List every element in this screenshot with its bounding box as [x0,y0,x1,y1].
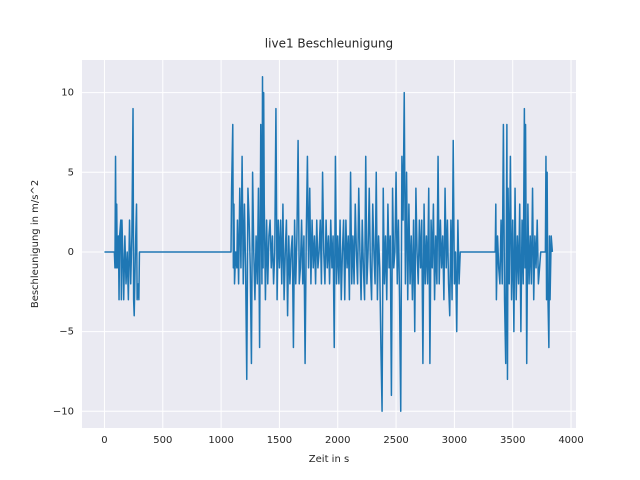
y-tick-label: −5 [59,327,74,338]
x-tick-label: 4000 [558,435,583,446]
y-tick-label: 0 [68,247,74,258]
x-tick-label: 2500 [383,435,408,446]
x-tick-label: 1500 [267,435,292,446]
y-axis-label: Beschleunigung in m/s^2 [30,180,41,308]
y-tick-label: 10 [61,88,74,99]
x-tick-label: 0 [101,435,107,446]
x-tick-label: 500 [153,435,172,446]
x-tick-label: 3500 [500,435,525,446]
chart-title: live1 Beschleunigung [265,37,393,51]
y-tick-label: −10 [53,406,74,417]
y-tick-label: 5 [68,167,74,178]
x-axis-label: Zeit in s [309,454,349,465]
x-tick-label: 2000 [325,435,350,446]
x-tick-label: 3000 [442,435,467,446]
data-line [104,75,554,413]
x-tick-label: 1000 [208,435,233,446]
